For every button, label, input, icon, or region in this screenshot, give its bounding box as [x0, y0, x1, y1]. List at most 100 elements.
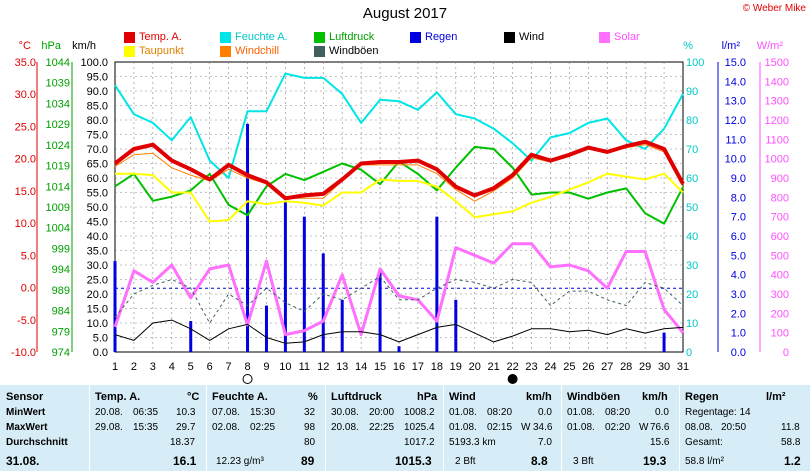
- pressure-unit: hPa: [417, 391, 438, 403]
- rain-max-time: 20:50: [721, 422, 747, 433]
- gusts-max-direction: W: [639, 422, 649, 433]
- legend-label-windchill: Windchill: [235, 45, 280, 57]
- tick-pressure: 1044: [46, 57, 70, 69]
- tick-rain: 15.0: [725, 57, 746, 69]
- tick-wind: 95.0: [87, 72, 108, 84]
- legend-swatch-gusts: [314, 45, 325, 57]
- tick-day: 25: [563, 361, 575, 373]
- tick-day: 27: [601, 361, 613, 373]
- wind-max-date: 01.08.: [449, 422, 477, 433]
- pressure-min-value: 1008.2: [404, 407, 435, 418]
- rain-max-value: 11.8: [781, 422, 800, 433]
- tick-day: 17: [412, 361, 424, 373]
- tick-solar: 0: [783, 347, 789, 359]
- rain-bar: [189, 321, 193, 352]
- tick-rain: 4.0: [731, 270, 746, 282]
- legend-swatch-pressure: [314, 31, 325, 43]
- tick-solar: 200: [771, 308, 789, 320]
- tick-rain: 9.0: [731, 173, 746, 185]
- tick-wind: 70.0: [87, 144, 108, 156]
- pressure-avg: 1017.2: [404, 437, 435, 448]
- rain-bar: [397, 346, 401, 352]
- legend-label-dewpoint: Taupunkt: [139, 45, 184, 57]
- pressure-max-date: 20.08.: [331, 422, 359, 433]
- tick-wind: 80.0: [87, 115, 108, 127]
- wind-min-time: 08:20: [487, 407, 513, 418]
- series-line-feuchte-a-: [114, 72, 684, 179]
- axis-unit-rain: l/m²: [722, 40, 741, 52]
- new-moon-icon: [507, 374, 518, 384]
- wind-avg: 7.0: [538, 437, 552, 448]
- tick-humidity: 50: [686, 202, 698, 214]
- tick-solar: 300: [771, 289, 789, 301]
- legend-label-temp: Temp. A.: [139, 31, 182, 43]
- tick-day: 7: [226, 361, 232, 373]
- legend-swatch-rain: [410, 31, 421, 43]
- row-label-max: MaxWert: [6, 422, 48, 433]
- tick-humidity: 10: [686, 318, 698, 330]
- temp-header: Temp. A.: [95, 391, 141, 403]
- weather-chart: °C hPa km/h% l/m² W/m²-10.0-5.00.05.010.015.…: [11, 40, 789, 384]
- summary-table: Sensor MinWert MaxWert Durchschnitt 31.0…: [0, 385, 810, 471]
- tick-humidity: 30: [686, 260, 698, 272]
- legend-rain: Regen: [410, 31, 457, 43]
- current-date: 31.08.: [6, 454, 40, 468]
- tick-solar: 1200: [765, 115, 789, 127]
- wind-header: Wind: [449, 391, 476, 403]
- humidity-avg: 80: [304, 437, 316, 448]
- tick-pressure: 1024: [46, 140, 70, 152]
- tick-day: 22: [506, 361, 518, 373]
- tick-temp: 20.0: [15, 154, 36, 166]
- tick-rain: 8.0: [731, 192, 746, 204]
- legend-dewpoint: Taupunkt: [124, 45, 184, 57]
- temp-min-value: 10.3: [176, 407, 196, 418]
- tick-rain: 14.0: [725, 76, 746, 88]
- rain-bar: [302, 216, 306, 352]
- tick-temp: 10.0: [15, 218, 36, 230]
- divider: [206, 385, 207, 471]
- tick-wind: 20.0: [87, 289, 108, 301]
- tick-day: 2: [131, 361, 137, 373]
- humidity-min-time: 15:30: [250, 407, 276, 418]
- tick-wind: 10.0: [87, 318, 108, 330]
- legend-swatch-temp: [124, 31, 135, 43]
- axis-unit-pressure: hPa: [41, 40, 61, 52]
- rain-bar: [454, 299, 458, 352]
- tick-temp: 0.0: [21, 283, 36, 295]
- tick-solar: 800: [771, 192, 789, 204]
- humidity-min-date: 07.08.: [212, 407, 240, 418]
- tick-rain: 0.0: [731, 347, 746, 359]
- tick-wind: 75.0: [87, 130, 108, 142]
- tick-solar: 900: [771, 173, 789, 185]
- tick-humidity: 90: [686, 86, 698, 98]
- legend-wind: Wind: [504, 31, 544, 43]
- legend-label-wind: Wind: [519, 31, 545, 43]
- rain-bar: [283, 201, 287, 352]
- tick-wind: 25.0: [87, 275, 108, 287]
- temp-max-time: 15:35: [133, 422, 159, 433]
- tick-pressure: 1029: [46, 119, 70, 131]
- tick-day: 24: [544, 361, 556, 373]
- divider: [443, 385, 444, 471]
- tick-temp: -10.0: [11, 347, 36, 359]
- gusts-max-date: 01.08.: [567, 422, 595, 433]
- tick-wind: 35.0: [87, 246, 108, 258]
- rain-current: 1.2: [784, 454, 801, 468]
- axis-unit-humidity: %: [683, 40, 693, 52]
- tick-humidity: 100: [686, 57, 704, 69]
- gusts-min-date: 01.08.: [567, 407, 595, 418]
- tick-rain: 5.0: [731, 250, 746, 262]
- tick-wind: 85.0: [87, 101, 108, 113]
- rain-bar: [340, 299, 344, 352]
- temp-max-value: 29.7: [176, 422, 196, 433]
- pressure-min-time: 20:00: [369, 407, 395, 418]
- tick-day: 26: [582, 361, 594, 373]
- humidity-current: 89: [301, 454, 315, 468]
- tick-humidity: 0: [686, 347, 692, 359]
- legend-humidity: Feuchte A.: [220, 31, 288, 43]
- rain-bar: [246, 123, 250, 352]
- series-line-solar: [113, 242, 685, 337]
- series-line-windböen: [114, 276, 684, 324]
- wind-max-time: 02:15: [487, 422, 513, 433]
- tick-temp: 25.0: [15, 121, 36, 133]
